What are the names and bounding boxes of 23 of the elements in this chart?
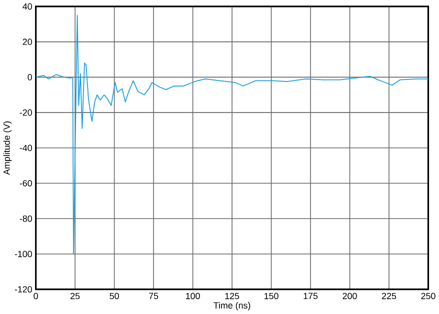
x-tick-label: 100 — [186, 293, 200, 300]
y-tick-label: -20 — [20, 110, 32, 116]
x-tick-label: 125 — [225, 293, 240, 300]
x-tick-label: 0 — [34, 293, 38, 300]
y-axis-title: Amplitude (V) — [3, 122, 12, 176]
x-tick-label: 225 — [382, 293, 396, 300]
x-tick-label: 175 — [304, 293, 318, 300]
y-tick-label: 20 — [22, 38, 32, 46]
x-tick-label: 50 — [110, 293, 119, 300]
line-series — [36, 15, 428, 255]
y-tick-label: 40 — [22, 3, 32, 10]
x-tick-label: 75 — [149, 293, 158, 300]
y-tick-label: -60 — [20, 180, 32, 187]
y-tick-label: 0 — [28, 74, 32, 81]
y-tick-label: -100 — [14, 251, 32, 258]
x-tick-label: 250 — [421, 293, 436, 300]
y-tick-label: -40 — [20, 144, 32, 152]
x-tick-label: 150 — [264, 293, 278, 300]
x-tick-label: 25 — [70, 293, 80, 300]
x-tick-label: 200 — [342, 293, 357, 300]
y-tick-label: -80 — [20, 216, 32, 222]
x-axis-title: Time (ns) — [214, 302, 250, 311]
y-tick-label: -120 — [14, 286, 32, 293]
